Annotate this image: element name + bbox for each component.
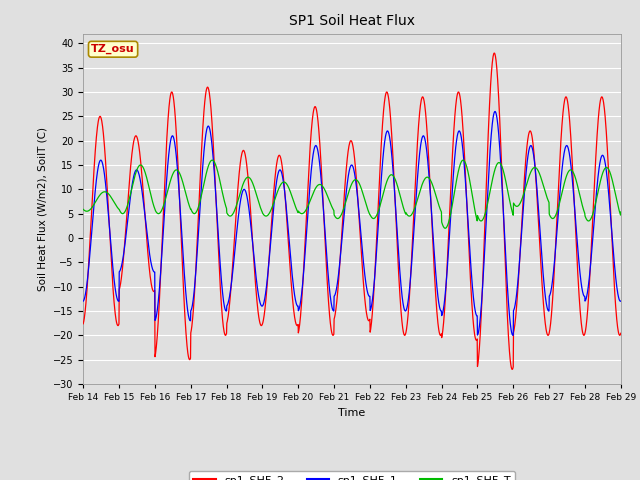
Y-axis label: Soil Heat Flux (W/m2), SoilT (C): Soil Heat Flux (W/m2), SoilT (C) xyxy=(37,127,47,291)
sp1_SHF_T xyxy=(503,184,511,190)
sp1_SHF_2 xyxy=(503,300,511,306)
Line: sp1_SHF_T: sp1_SHF_T xyxy=(83,160,621,228)
sp1_SHF_T xyxy=(341,202,349,208)
sp1_SHF_1 xyxy=(503,274,511,279)
sp1_SHF_2 xyxy=(491,50,499,56)
sp1_SHF_1 xyxy=(617,298,625,304)
sp1_SHF_T xyxy=(107,194,115,200)
sp1_SHF_2 xyxy=(617,330,625,336)
Line: sp1_SHF_2: sp1_SHF_2 xyxy=(83,53,621,370)
sp1_SHF_T xyxy=(602,165,609,171)
sp1_SHF_1 xyxy=(326,294,334,300)
sp1_SHF_1 xyxy=(491,108,499,114)
sp1_SHF_1 xyxy=(340,206,348,212)
Title: SP1 Soil Heat Flux: SP1 Soil Heat Flux xyxy=(289,14,415,28)
sp1_SHF_T xyxy=(327,201,335,207)
sp1_SHF_1 xyxy=(107,239,115,245)
sp1_SHF_1 xyxy=(602,162,609,168)
sp1_SHF_2 xyxy=(340,188,348,193)
sp1_SHF_2 xyxy=(107,248,115,253)
sp1_SHF_1 xyxy=(602,164,609,169)
sp1_SHF_2 xyxy=(326,320,334,326)
sp1_SHF_1 xyxy=(509,333,516,338)
sp1_SHF_2 xyxy=(508,367,516,372)
Legend: sp1_SHF_2, sp1_SHF_1, sp1_SHF_T: sp1_SHF_2, sp1_SHF_1, sp1_SHF_T xyxy=(189,471,515,480)
sp1_SHF_T xyxy=(442,226,449,231)
Line: sp1_SHF_1: sp1_SHF_1 xyxy=(83,111,621,336)
sp1_SHF_T xyxy=(602,165,609,170)
sp1_SHF_T xyxy=(79,206,87,212)
X-axis label: Time: Time xyxy=(339,408,365,418)
sp1_SHF_2 xyxy=(602,121,609,127)
sp1_SHF_T xyxy=(209,157,216,163)
sp1_SHF_2 xyxy=(602,118,609,123)
Text: TZ_osu: TZ_osu xyxy=(92,44,135,54)
sp1_SHF_T xyxy=(617,209,625,215)
sp1_SHF_1 xyxy=(79,298,87,304)
sp1_SHF_2 xyxy=(79,321,87,326)
